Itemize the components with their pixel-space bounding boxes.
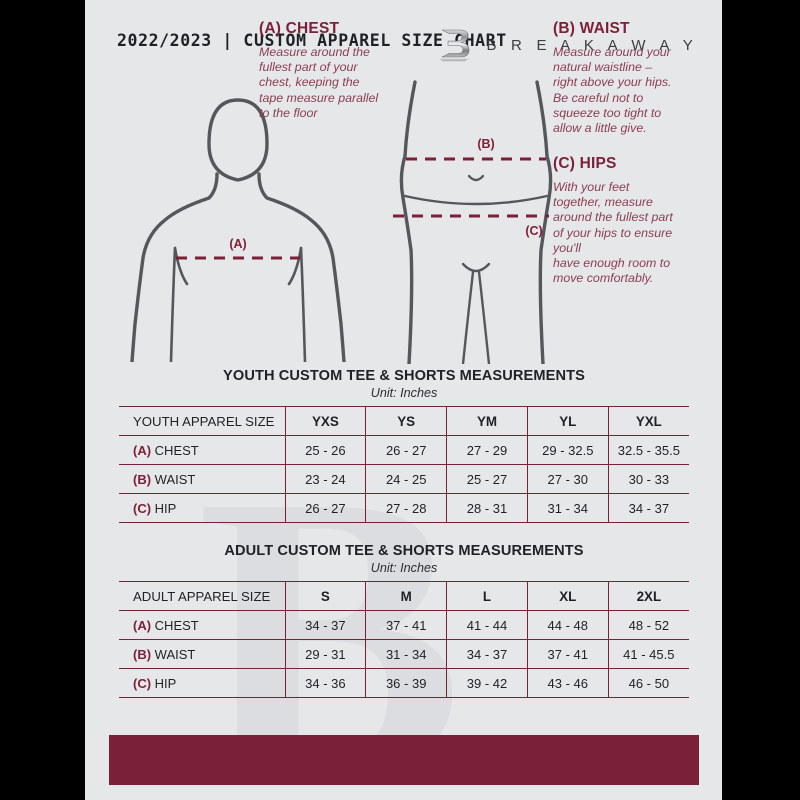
youth-size-col-2: YM xyxy=(446,406,528,436)
youth-r1-c4: 30 - 33 xyxy=(607,464,689,494)
table-row: (C) HIP 34 - 36 36 - 39 39 - 42 43 - 46 … xyxy=(119,668,689,698)
adult-row-2-label: (C) HIP xyxy=(119,668,285,698)
note-waist: (B) WAIST Measure around your natural wa… xyxy=(553,20,703,136)
youth-r1-c3: 27 - 30 xyxy=(526,464,609,494)
youth-row-1-label: (B) WAIST xyxy=(119,464,285,494)
note-hips-title: (C) HIPS xyxy=(553,155,617,172)
adult-size-col-3: XL xyxy=(526,581,609,611)
measurement-diagrams: (A) (B) xyxy=(85,62,722,364)
adult-r1-c1: 31 - 34 xyxy=(365,639,447,669)
youth-row-1-name: WAIST xyxy=(154,471,196,487)
youth-r0-c1: 26 - 27 xyxy=(365,435,447,465)
adult-row-0-label: (A) CHEST xyxy=(119,610,285,640)
table-row: (A) CHEST 25 - 26 26 - 27 27 - 29 29 - 3… xyxy=(119,435,689,465)
adult-r0-c1: 37 - 41 xyxy=(365,610,447,640)
waist-measure-label: (B) xyxy=(477,137,494,151)
adult-r1-c4: 41 - 45.5 xyxy=(607,639,689,669)
youth-table-title: YOUTH CUSTOM TEE & SHORTS MEASUREMENTS xyxy=(223,368,585,384)
hips-measure-label: (C) xyxy=(525,224,542,238)
note-hips: (C) HIPS With your feet together, measur… xyxy=(553,155,703,286)
youth-r2-c0: 26 - 27 xyxy=(284,493,366,523)
table-row: (B) WAIST 23 - 24 24 - 25 25 - 27 27 - 3… xyxy=(119,464,689,494)
chest-measure-label: (A) xyxy=(229,237,246,251)
adult-r2-c0: 34 - 36 xyxy=(284,668,366,698)
youth-r2-c3: 31 - 34 xyxy=(526,493,609,523)
footer-accent-bar xyxy=(109,735,699,785)
youth-row-2-label: (C) HIP xyxy=(119,493,285,523)
adult-r0-c3: 44 - 48 xyxy=(526,610,609,640)
youth-row-0-label: (A) CHEST xyxy=(119,435,285,465)
breakaway-b-monogram-icon xyxy=(439,29,470,62)
adult-size-col-0: S xyxy=(284,581,366,611)
adult-size-section: ADULT CUSTOM TEE & SHORTS MEASUREMENTS U… xyxy=(119,543,689,698)
adult-size-table: ADULT APPAREL SIZE S M L XL 2XL (A) CHES… xyxy=(119,581,689,698)
youth-r0-c0: 25 - 26 xyxy=(284,435,366,465)
youth-r0-c4: 32.5 - 35.5 xyxy=(607,435,689,465)
youth-r2-c4: 34 - 37 xyxy=(607,493,689,523)
adult-r0-c2: 41 - 44 xyxy=(446,610,528,640)
adult-r1-c0: 29 - 31 xyxy=(284,639,366,669)
youth-size-table: YOUTH APPAREL SIZE YXS YS YM YL YXL (A) … xyxy=(119,406,689,523)
adult-row-1-tag: (B) xyxy=(133,646,152,662)
note-hips-body: With your feet together, measure around … xyxy=(553,180,673,286)
youth-size-section: YOUTH CUSTOM TEE & SHORTS MEASUREMENTS U… xyxy=(119,368,689,523)
brand-name: B R E A K A W A Y xyxy=(486,36,698,54)
adult-row-2-tag: (C) xyxy=(133,675,152,691)
brand-logo: B R E A K A W A Y xyxy=(436,25,698,65)
youth-size-col-1: YS xyxy=(365,406,447,436)
upper-body-chest-diagram: (A) xyxy=(130,98,346,362)
adult-table-title: ADULT CUSTOM TEE & SHORTS MEASUREMENTS xyxy=(224,543,584,559)
table-row: (B) WAIST 29 - 31 31 - 34 34 - 37 37 - 4… xyxy=(119,639,689,669)
adult-r1-c3: 37 - 41 xyxy=(526,639,609,669)
youth-r0-c2: 27 - 29 xyxy=(446,435,528,465)
note-chest-title: (A) CHEST xyxy=(259,20,340,37)
youth-row-0-tag: (A) xyxy=(133,442,152,458)
adult-r2-c4: 46 - 50 xyxy=(607,668,689,698)
youth-table-unit: Unit: Inches xyxy=(370,386,438,400)
note-waist-title: (B) WAIST xyxy=(553,20,630,37)
table-row: (C) HIP 26 - 27 27 - 28 28 - 31 31 - 34 … xyxy=(119,493,689,523)
adult-size-col-2: L xyxy=(446,581,528,611)
lower-body-waist-hips-diagram: (B) (C) xyxy=(393,80,553,364)
youth-row-2-tag: (C) xyxy=(133,500,152,516)
page-header: 2022/2023 | CUSTOM APPAREL SIZE CHART B … xyxy=(85,28,722,62)
youth-size-col-4: YXL xyxy=(607,406,689,436)
youth-r2-c1: 27 - 28 xyxy=(365,493,447,523)
youth-r1-c0: 23 - 24 xyxy=(284,464,366,494)
adult-row-1-name: WAIST xyxy=(154,646,196,662)
adult-size-col-4: 2XL xyxy=(607,581,689,611)
adult-r0-c0: 34 - 37 xyxy=(284,610,366,640)
adult-r2-c1: 36 - 39 xyxy=(365,668,447,698)
adult-r0-c4: 48 - 52 xyxy=(607,610,689,640)
youth-table-header-row: YOUTH APPAREL SIZE YXS YS YM YL YXL xyxy=(119,406,689,436)
youth-row-0-name: CHEST xyxy=(154,442,199,458)
adult-table-unit: Unit: Inches xyxy=(370,561,438,575)
adult-r2-c2: 39 - 42 xyxy=(446,668,528,698)
adult-r1-c2: 34 - 37 xyxy=(446,639,528,669)
adult-size-col-1: M xyxy=(365,581,447,611)
youth-r2-c2: 28 - 31 xyxy=(446,493,528,523)
note-chest-body: Measure around the fullest part of your … xyxy=(259,45,379,120)
note-waist-body: Measure around your natural waistline – … xyxy=(553,45,672,136)
adult-r2-c3: 43 - 46 xyxy=(526,668,609,698)
youth-size-col-0: YXS xyxy=(284,406,366,436)
youth-size-col-3: YL xyxy=(526,406,609,436)
youth-size-header: YOUTH APPAREL SIZE xyxy=(119,406,285,436)
youth-r1-c2: 25 - 27 xyxy=(446,464,528,494)
table-row: (A) CHEST 34 - 37 37 - 41 41 - 44 44 - 4… xyxy=(119,610,689,640)
youth-row-1-tag: (B) xyxy=(133,471,152,487)
adult-size-header: ADULT APPAREL SIZE xyxy=(119,581,285,611)
size-chart-page: B 2022/2023 | CUSTOM APPAREL SIZE CHART xyxy=(85,0,722,800)
adult-row-0-tag: (A) xyxy=(133,617,152,633)
page-title: 2022/2023 | CUSTOM APPAREL SIZE CHART xyxy=(117,31,507,50)
adult-row-2-name: HIP xyxy=(154,675,177,691)
youth-row-2-name: HIP xyxy=(154,500,177,516)
youth-r1-c1: 24 - 25 xyxy=(365,464,447,494)
adult-row-1-label: (B) WAIST xyxy=(119,639,285,669)
adult-table-header-row: ADULT APPAREL SIZE S M L XL 2XL xyxy=(119,581,689,611)
note-chest: (A) CHEST Measure around the fullest par… xyxy=(259,20,419,121)
adult-row-0-name: CHEST xyxy=(154,617,199,633)
youth-r0-c3: 29 - 32.5 xyxy=(526,435,609,465)
